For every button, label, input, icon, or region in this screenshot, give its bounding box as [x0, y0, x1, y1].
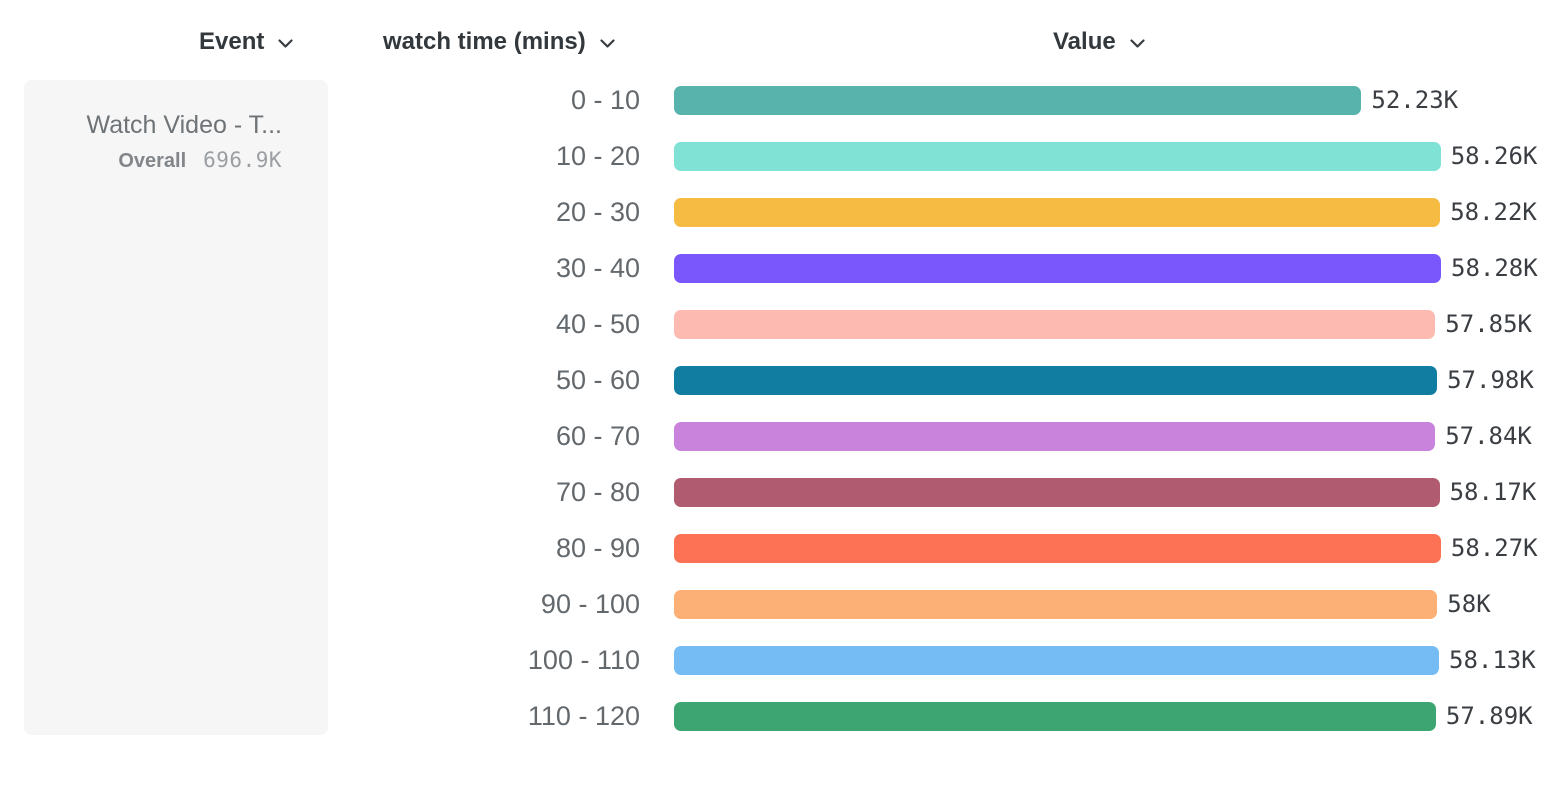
bar-row: 80 - 90 58.27K — [0, 520, 1568, 576]
column-header-breakdown[interactable]: watch time (mins) — [383, 27, 615, 57]
column-header-event[interactable]: Event — [199, 27, 293, 57]
bar-value: 57.84K — [1445, 422, 1532, 450]
bar-row: 0 - 10 52.23K — [0, 72, 1568, 128]
bar-value: 52.23K — [1371, 86, 1459, 114]
bar-value: 57.98K — [1447, 366, 1534, 394]
bar-row: 40 - 50 57.85K — [0, 296, 1568, 352]
column-header-breakdown-label: watch time (mins) — [383, 28, 586, 55]
bar-value: 57.89K — [1445, 702, 1533, 730]
bar-row: 50 - 60 57.98K — [0, 352, 1568, 408]
bar-row: 100 - 110 58.13K — [0, 632, 1568, 688]
bar[interactable] — [674, 645, 1439, 675]
bar[interactable] — [674, 477, 1440, 507]
bucket-label: 80 - 90 — [555, 532, 640, 563]
event-name: Watch Video - T... — [86, 111, 282, 139]
bar-row: 110 - 120 57.89K — [0, 688, 1568, 744]
event-overall-row: Overall 696.9K — [36, 148, 282, 173]
bar-chart: 0 - 10 52.23K 10 - 20 58.26K 20 - 30 58.… — [0, 72, 1568, 744]
bar[interactable] — [674, 85, 1362, 115]
bar-row: 30 - 40 58.28K — [0, 240, 1568, 296]
bar[interactable] — [674, 533, 1441, 563]
bar[interactable] — [674, 701, 1436, 731]
bar[interactable] — [674, 253, 1441, 283]
bar-value: 58.28K — [1451, 254, 1538, 282]
bucket-label: 0 - 10 — [570, 84, 640, 115]
bar-value: 58.27K — [1450, 534, 1538, 562]
bar-row: 20 - 30 58.22K — [0, 184, 1568, 240]
bucket-label: 10 - 20 — [555, 140, 640, 171]
bar-row: 60 - 70 57.84K — [0, 408, 1568, 464]
bucket-label: 30 - 40 — [555, 252, 640, 283]
bucket-label: 40 - 50 — [555, 308, 640, 339]
bucket-label: 90 - 100 — [540, 588, 640, 619]
column-header-value[interactable]: Value — [1053, 27, 1145, 57]
bar-value: 58K — [1447, 590, 1491, 618]
bar[interactable] — [674, 309, 1436, 339]
bucket-label: 20 - 30 — [555, 196, 640, 227]
overall-value: 696.9K — [203, 148, 282, 172]
chevron-down-icon — [1130, 36, 1145, 48]
column-header-event-label: Event — [199, 28, 265, 55]
bar-value: 58.26K — [1450, 142, 1538, 170]
chevron-down-icon — [278, 36, 293, 48]
bar[interactable] — [674, 365, 1438, 395]
bucket-label: 110 - 120 — [527, 700, 640, 731]
bucket-label: 60 - 70 — [555, 420, 640, 451]
bucket-label: 100 - 110 — [527, 644, 640, 675]
bucket-label: 50 - 60 — [555, 364, 640, 395]
bar-value: 58.13K — [1449, 646, 1536, 674]
column-header-value-label: Value — [1053, 28, 1116, 55]
event-legend-card[interactable]: Watch Video - T... Overall 696.9K — [24, 80, 328, 735]
bucket-label: 70 - 80 — [555, 476, 640, 507]
bar[interactable] — [674, 141, 1441, 171]
bar-value: 57.85K — [1445, 310, 1532, 338]
bar-row: 70 - 80 58.17K — [0, 464, 1568, 520]
overall-label: Overall — [118, 150, 187, 172]
bar[interactable] — [674, 589, 1438, 619]
bar[interactable] — [674, 197, 1441, 227]
bar-row: 90 - 100 58K — [0, 576, 1568, 632]
bar-value: 58.17K — [1449, 478, 1537, 506]
chevron-down-icon — [600, 36, 615, 48]
bar[interactable] — [674, 421, 1436, 451]
bar-row: 10 - 20 58.26K — [0, 128, 1568, 184]
bar-value: 58.22K — [1450, 198, 1537, 226]
